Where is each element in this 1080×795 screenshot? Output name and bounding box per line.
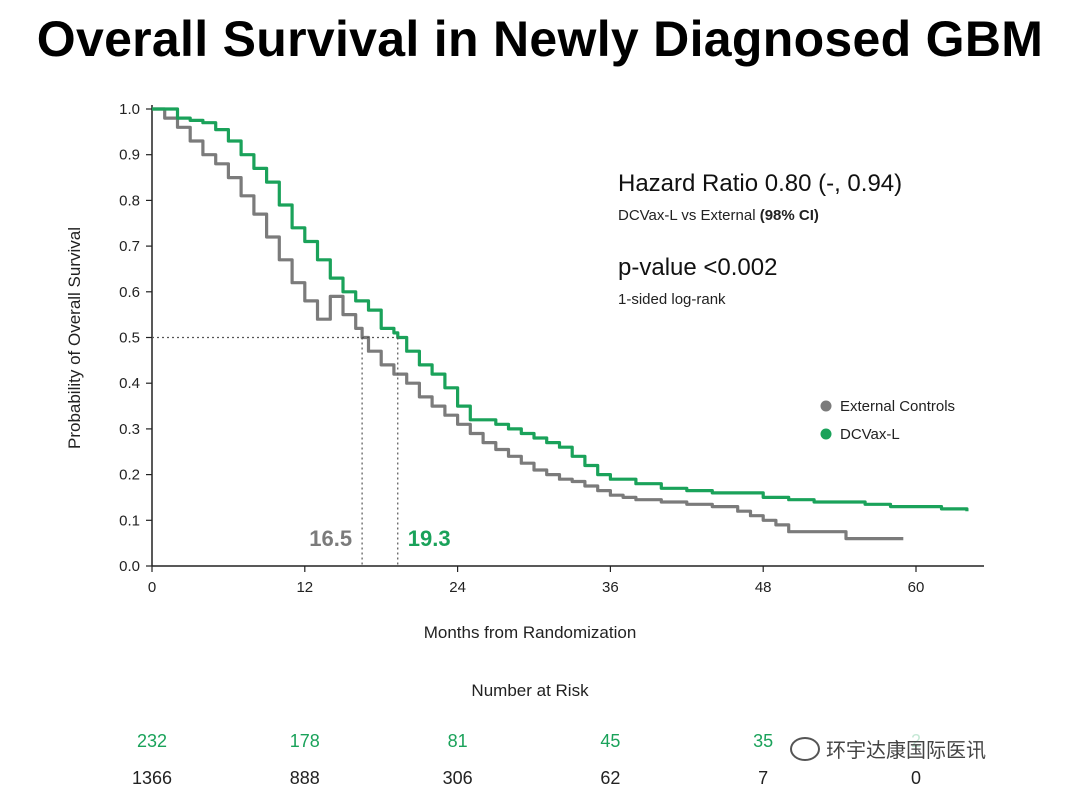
watermark-text: 环宇达康国际医讯 — [826, 738, 986, 762]
median-label-dcvax: 19.3 — [408, 526, 451, 551]
hazard-ratio-ci: (98% CI) — [760, 207, 819, 224]
legend-label-dcvax-l: DCVax-L — [840, 426, 900, 443]
y-axis-label: Probability of Overall Survival — [65, 227, 84, 449]
watermark: 环宇达康国际医讯 — [786, 733, 990, 764]
y-tick-label: 0.6 — [119, 284, 140, 301]
risk-count-external: 1366 — [131, 768, 173, 788]
slide-title: Overall Survival in Newly Diagnosed GBM — [36, 11, 1044, 67]
survival-chart: 0.0 0.1 0.2 0.3 0.4 0.5 0.6 0.7 0.8 0.9 1.0 0 12 24 36… — [65, 101, 984, 642]
y-tick-label: 0.8 — [119, 192, 140, 209]
y-tick-label: 0.3 — [119, 421, 140, 438]
chat-bubble-icon — [790, 736, 820, 761]
y-tick-label: 1.0 — [119, 101, 140, 118]
y-tick-label: 0.2 — [119, 467, 140, 484]
risk-count-external: 0 — [910, 768, 922, 788]
risk-count-external: 306 — [442, 768, 473, 788]
hazard-ratio-subtitle-prefix: DCVax-L vs External — [618, 207, 760, 224]
x-tick-label: 48 — [755, 579, 772, 596]
x-tick-label: 36 — [602, 579, 619, 596]
risk-count-dcvax: 178 — [289, 731, 320, 751]
hazard-ratio-subtitle: DCVax-L vs External (98% CI) — [618, 207, 819, 224]
legend-marker-dcvax-l — [820, 428, 832, 440]
p-value-title: p-value <0.002 — [618, 254, 777, 281]
x-axis-label: Months from Randomization — [424, 623, 637, 642]
y-tick-label: 0.1 — [119, 512, 140, 529]
risk-count-external: 7 — [758, 768, 769, 788]
risk-count-dcvax: 232 — [136, 731, 168, 751]
risk-count-external: 888 — [289, 768, 320, 788]
survival-curve-dcvax-l — [152, 107, 969, 512]
x-tick-label: 0 — [148, 579, 156, 596]
y-tick-label: 0.4 — [119, 375, 140, 392]
risk-count-dcvax: 81 — [447, 731, 468, 751]
legend-marker-external-controls — [820, 400, 832, 412]
y-tick-label: 0.9 — [119, 147, 140, 164]
y-tick-label: 0.0 — [119, 558, 140, 575]
hazard-ratio-title: Hazard Ratio 0.80 (-, 0.94) — [618, 170, 902, 197]
risk-count-dcvax: 45 — [600, 731, 621, 751]
x-tick-label: 24 — [449, 579, 466, 596]
risk-count-external: 62 — [600, 768, 621, 788]
survival-curve-external-controls — [152, 107, 904, 541]
x-tick-label: 60 — [908, 579, 925, 596]
p-value-subtitle: 1-sided log-rank — [618, 291, 726, 308]
y-tick-label: 0.5 — [119, 330, 140, 347]
risk-count-dcvax: 35 — [753, 731, 774, 751]
median-label-external: 16.5 — [309, 526, 352, 551]
x-tick-label: 12 — [296, 579, 313, 596]
legend-label-external-controls: External Controls — [840, 398, 955, 415]
risk-table-title: Number at Risk — [471, 681, 589, 700]
y-tick-label: 0.7 — [119, 238, 140, 255]
